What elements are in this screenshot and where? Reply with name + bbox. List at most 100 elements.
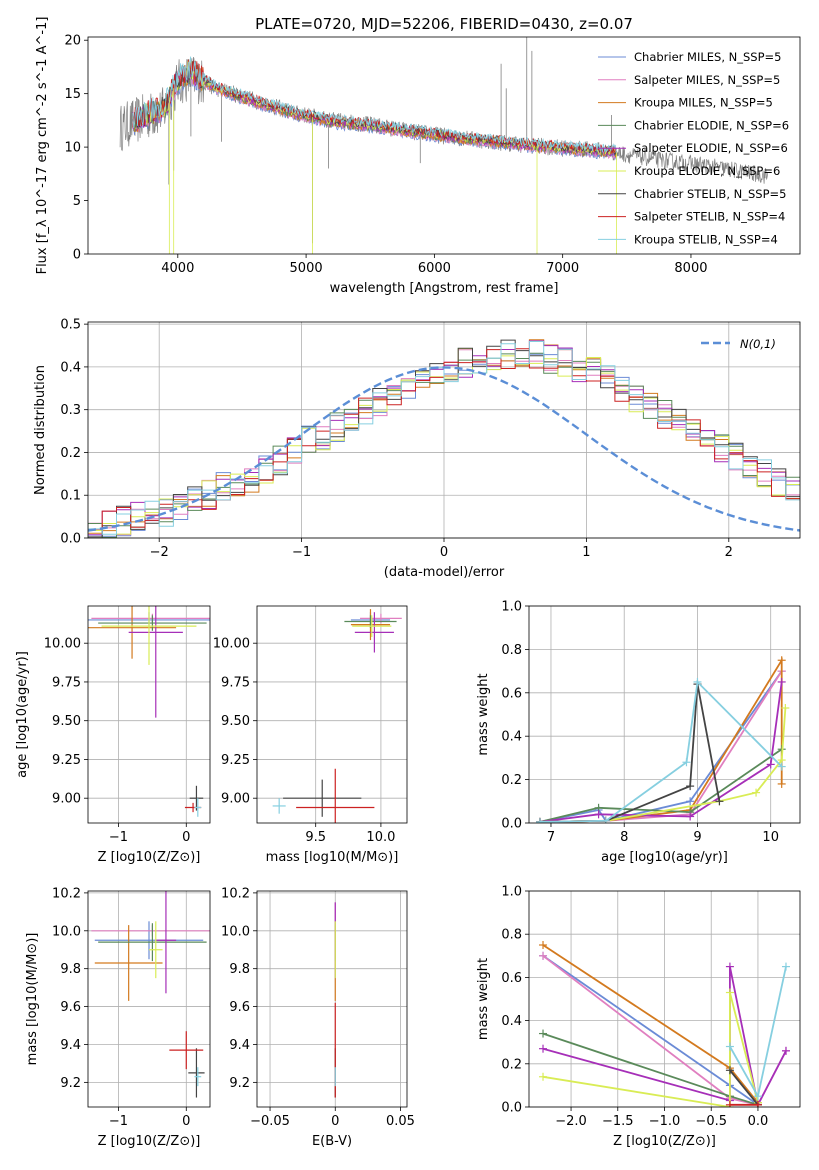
weight-marker-5 <box>752 788 761 797</box>
y-tick-label: 1.0 <box>501 600 522 615</box>
x-tick-label: 0 <box>182 1114 190 1129</box>
y-tick-label: 9.4 <box>60 1038 81 1053</box>
axes-frame <box>256 890 408 1108</box>
weight-marker-2 <box>539 941 548 949</box>
y-tick-label: 0.3 <box>60 403 81 418</box>
weight-marker-8 <box>682 758 691 767</box>
y-axis-label: mass weight <box>476 958 491 1040</box>
plot-area <box>91 891 210 1098</box>
y-axis-label: Normed distribution <box>33 365 48 495</box>
y-tick-label: 10.0 <box>52 924 81 939</box>
weight-marker-8 <box>777 762 786 771</box>
y-tick-label: 9.2 <box>229 1076 250 1091</box>
model-spectrum-4 <box>132 61 617 157</box>
weight-line-3 <box>539 748 783 823</box>
weight-marker-7 <box>753 1100 762 1107</box>
weight-marker-5 <box>725 988 734 997</box>
weight-marker-2 <box>777 779 786 788</box>
plot-area <box>88 339 800 538</box>
weight-marker-4 <box>725 962 734 971</box>
panel-residuals: −2 −1 0 1 2 0.0 0.1 0.2 0.3 0.4 0.5 (data-model)/er… <box>33 318 801 580</box>
x-axis-label: wavelength [Angstrom, rest frame] <box>330 281 559 296</box>
x-tick-label: 0.0 <box>748 1114 769 1129</box>
weight-marker-6 <box>715 797 724 806</box>
weight-marker-3 <box>539 1029 548 1038</box>
y-tick-label: 10.2 <box>221 886 250 901</box>
x-tick-label: −1 <box>109 830 128 845</box>
x-tick-label: −0.5 <box>695 1114 727 1129</box>
panel-weight-vs-Z: −2.0 −1.5 −1.0 −0.5 0.0 0.0 0.2 0.4 0.6 0.8 1.0 Z [… <box>476 885 801 1149</box>
y-axis-label: Flux [f_λ 10^-17 erg cm^-2 s^-1 A^-1] <box>35 17 50 275</box>
x-tick-label: 9 <box>693 830 701 845</box>
panel-age-vs-Z: −1 0 9.00 9.25 9.50 9.75 10.00 Z [log10(Z/Z⊙)] a… <box>15 605 211 865</box>
x-tick-label: −1.0 <box>649 1114 681 1129</box>
weight-line-6 <box>729 1069 759 1106</box>
plot-area <box>119 37 769 254</box>
y-tick-label: 9.4 <box>229 1038 250 1053</box>
weight-marker-4 <box>539 1044 548 1053</box>
y-axis-label: age [log10(age/yr)] <box>15 651 30 778</box>
weight-marker-7 <box>725 1100 734 1107</box>
x-tick-label: 0 <box>440 545 448 560</box>
y-tick-label: 0.4 <box>60 360 81 375</box>
x-tick-label: 10 <box>762 830 779 845</box>
figure-title: PLATE=0720, MJD=52206, FIBERID=0430, z=0… <box>255 15 633 33</box>
weight-marker-8 <box>753 1092 762 1101</box>
y-tick-label: 0.1 <box>60 489 81 504</box>
legend-entry-5: Kroupa ELODIE, N_SSP=6 <box>634 164 780 178</box>
y-tick-label: 10.00 <box>44 637 81 652</box>
y-tick-label: 0.0 <box>501 817 522 832</box>
weight-line-0 <box>539 670 783 823</box>
y-tick-label: 9.00 <box>52 792 81 807</box>
x-axis-label: Z [log10(Z/Z⊙)] <box>613 1134 716 1149</box>
y-tick-label: 0.6 <box>501 686 522 701</box>
panel-age-vs-mass: 9.5 10.0 9.00 9.25 9.50 9.75 10.00 mass [log10(… <box>213 605 408 865</box>
x-tick-label: 5000 <box>290 261 323 276</box>
plot-area <box>535 656 790 823</box>
x-tick-label: 6000 <box>418 261 451 276</box>
model-spectrum-5 <box>132 59 617 156</box>
weight-marker-1 <box>539 951 548 960</box>
x-tick-label: −1 <box>292 545 311 560</box>
y-tick-label: 9.25 <box>52 753 81 768</box>
axes-frame <box>528 605 801 824</box>
y-tick-label: 0.8 <box>501 643 522 658</box>
y-tick-label: 9.6 <box>229 1000 250 1015</box>
y-tick-label: 0.8 <box>501 928 522 943</box>
y-tick-label: 10 <box>64 141 81 156</box>
y-tick-label: 9.8 <box>60 962 81 977</box>
legend-entry-normal: N(0,1) <box>740 337 776 351</box>
axes-frame <box>87 321 801 539</box>
weight-line-8 <box>539 680 783 823</box>
x-tick-label: −1 <box>109 1114 128 1129</box>
weight-marker-8 <box>781 962 790 971</box>
y-tick-label: 1.0 <box>501 885 522 900</box>
y-tick-label: 15 <box>64 87 81 102</box>
y-tick-label: 9.50 <box>221 714 250 729</box>
y-tick-label: 0.2 <box>60 446 81 461</box>
x-tick-label: 4000 <box>161 261 194 276</box>
model-spectrum-6 <box>132 60 617 156</box>
axes-frame <box>256 605 408 824</box>
y-tick-label: 0.2 <box>501 1057 522 1072</box>
normal-curve <box>88 366 800 532</box>
weight-marker-4 <box>594 810 603 819</box>
x-tick-label: 0.05 <box>386 1114 415 1129</box>
x-tick-label: −2.0 <box>555 1114 587 1129</box>
x-axis-label: E(B-V) <box>312 1134 352 1149</box>
weight-line-5 <box>542 992 759 1107</box>
x-tick-label: −0.05 <box>250 1114 290 1129</box>
weight-marker-6 <box>725 1066 734 1075</box>
x-axis-label: age [log10(age/yr)] <box>601 850 728 865</box>
weight-marker-2 <box>777 656 786 665</box>
x-tick-label: 8 <box>620 830 628 845</box>
x-tick-label: 2 <box>725 545 733 560</box>
weight-line-4 <box>539 681 783 823</box>
axes-frame <box>87 605 211 824</box>
weight-marker-4 <box>777 677 786 686</box>
y-tick-label: 9.2 <box>60 1076 81 1091</box>
y-tick-label: 10.2 <box>52 886 81 901</box>
y-tick-label: 0.0 <box>60 532 81 547</box>
weight-marker-8 <box>601 816 610 823</box>
y-tick-label: 0.5 <box>60 318 81 333</box>
